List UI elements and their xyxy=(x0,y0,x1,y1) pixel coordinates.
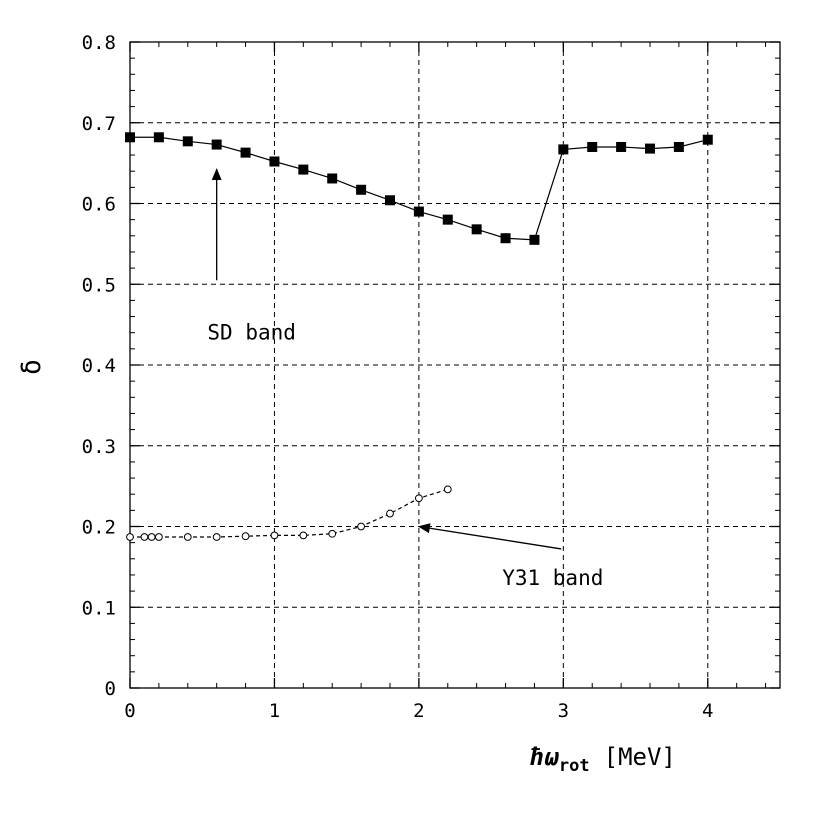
series-1-point xyxy=(269,156,280,167)
series-2-point xyxy=(299,531,308,540)
series-1-point xyxy=(529,234,540,245)
series-2-point xyxy=(241,532,250,541)
y-tick-label: 0 xyxy=(105,678,116,700)
series-1-point xyxy=(327,173,338,184)
series-1-point xyxy=(182,136,193,147)
y-tick-label: 0.7 xyxy=(82,113,116,135)
series-2-point xyxy=(183,533,192,541)
series-1-point xyxy=(587,141,598,152)
series-2-point xyxy=(212,533,221,541)
plot-frame xyxy=(129,41,781,689)
y-tick-label: 0.8 xyxy=(82,32,116,54)
y-tick-label: 0.4 xyxy=(82,355,116,377)
grid xyxy=(130,42,780,688)
series-1-point xyxy=(153,132,164,143)
series-2-point xyxy=(270,531,279,540)
annotations: SD band Y31 band xyxy=(207,168,603,590)
series-1-point xyxy=(442,214,453,225)
x-axis-label-subscript: rot xyxy=(559,756,590,776)
annotation-sd-band: SD band xyxy=(207,320,296,344)
series-2-point xyxy=(154,533,163,541)
series-1-point xyxy=(558,144,569,155)
series-2-point xyxy=(357,522,366,531)
series-1-point xyxy=(211,139,222,150)
x-tick-label: 3 xyxy=(558,700,569,722)
series-2-point xyxy=(414,494,423,503)
series-2-point xyxy=(386,509,394,518)
series-2-point xyxy=(126,533,134,541)
x-axis-label-unit: [MeV] xyxy=(604,743,676,771)
series-1-point xyxy=(645,143,655,154)
series-1-point xyxy=(298,164,309,175)
series-1-point xyxy=(500,233,511,244)
series-2-point xyxy=(443,485,452,494)
series-1-point xyxy=(616,141,627,152)
series-1-point xyxy=(673,141,684,152)
axis-ticks xyxy=(129,41,780,689)
annotation-arrow-y31-band xyxy=(417,523,562,550)
series-1-point xyxy=(125,132,135,143)
series-1-point xyxy=(413,206,424,217)
y-tick-label: 0.6 xyxy=(82,194,116,216)
x-tick-label: 4 xyxy=(702,700,713,722)
y-axis-label: δ xyxy=(17,359,47,375)
series-1-point xyxy=(240,147,251,158)
series-1-point xyxy=(702,134,713,145)
x-tick-label: 0 xyxy=(124,700,135,722)
series-group xyxy=(125,132,713,541)
y-tick-label: 0.2 xyxy=(82,517,116,539)
x-tick-label: 2 xyxy=(413,700,424,722)
y-tick-label: 0.5 xyxy=(82,274,116,296)
x-axis-label: ħωrot [MeV] xyxy=(530,743,676,776)
x-axis-label-symbol: ħω xyxy=(530,743,559,771)
series-2-line xyxy=(130,488,448,538)
y-tick-label: 0.1 xyxy=(82,597,116,619)
annotation-y31-band: Y31 band xyxy=(502,566,603,590)
series-1-point xyxy=(385,195,395,206)
series-1-point xyxy=(356,184,367,195)
x-tick-label: 1 xyxy=(269,700,280,722)
series-2-point xyxy=(147,533,156,541)
series-2-point xyxy=(328,529,337,538)
tick-labels: 0 1 2 3 4 0 0.1 0.2 0.3 0.4 0.5 0.6 0.7 0.8 xyxy=(82,32,714,722)
y-tick-label: 0.3 xyxy=(82,436,116,458)
series-2-point xyxy=(140,533,149,541)
series-1-point xyxy=(471,224,482,235)
